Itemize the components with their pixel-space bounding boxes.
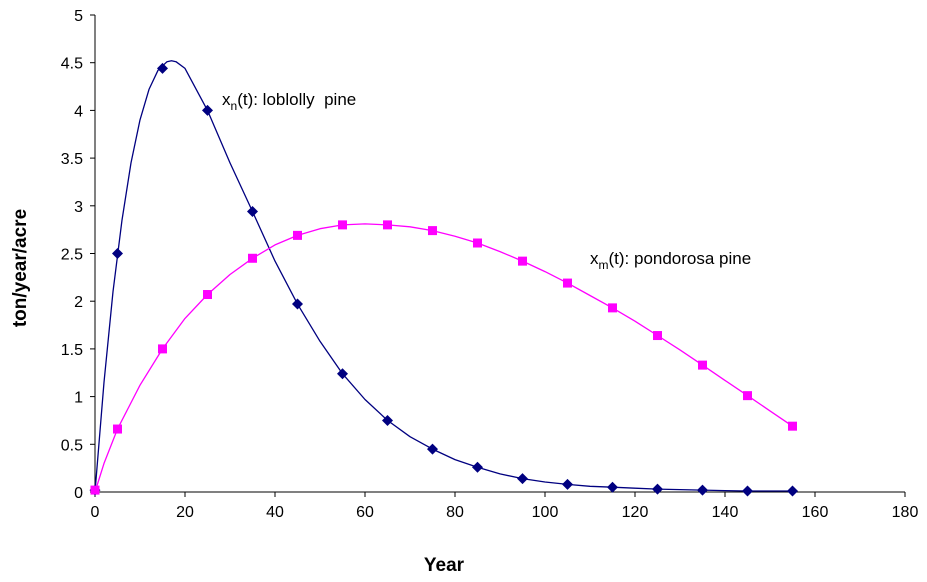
data-point [517,473,528,485]
x-axis-title: Year [424,555,465,576]
x-axis-ticks: 0 20 40 60 80 100 120 140 160 180 [91,492,919,521]
y-tick-label: 4.5 [61,56,83,73]
data-point [293,230,302,240]
x-tick-label: 120 [622,504,649,521]
x-tick-label: 180 [892,504,919,521]
data-point [743,391,752,401]
data-point [90,485,100,495]
data-point [383,220,392,230]
data-point [203,290,212,300]
y-tick-label: 0 [74,485,83,502]
y-tick-label: 5 [74,8,83,25]
x-tick-label: 140 [712,504,739,521]
series-line [94,60,794,493]
y-tick-label: 4 [74,103,83,120]
data-point [338,220,347,230]
y-tick-label: 0.5 [61,437,83,454]
data-point [742,485,753,497]
data-point [292,298,303,310]
data-point [607,481,618,493]
data-point [428,226,437,236]
series-pondorosa [90,220,797,495]
data-point [652,483,663,495]
data-point [787,485,798,497]
data-point [472,461,483,473]
x-tick-label: 80 [446,504,464,521]
x-tick-label: 60 [356,504,374,521]
data-point [247,206,258,218]
data-point [788,421,797,431]
pondorosa-annotation-sub: m [599,258,609,272]
y-tick-label: 2.5 [61,247,83,264]
y-tick-label: 3 [74,199,83,216]
data-point [698,360,707,370]
loblolly-annotation-main: x [222,90,231,109]
x-tick-label: 100 [532,504,559,521]
y-axis-ticks: 0 0.5 1 1.5 2 2.5 3 3.5 4 4.5 5 [61,8,95,502]
pondorosa-annotation: xm(t): pondorosa pine [590,249,751,272]
data-point [157,62,168,74]
data-point [202,104,213,116]
data-point [382,414,393,426]
data-point [473,238,482,248]
y-tick-label: 2 [74,294,83,311]
pondorosa-annotation-main: x [590,249,599,268]
data-point [563,278,572,288]
x-tick-label: 160 [802,504,829,521]
data-point [562,478,573,490]
data-point [158,344,167,354]
y-axis-title: ton/year/acre [10,209,31,327]
loblolly-annotation-rest: (t): loblolly pine [237,90,356,109]
data-point [518,256,527,266]
y-tick-label: 3.5 [61,151,83,168]
data-point [427,443,438,455]
series-loblolly [89,60,798,497]
data-point [697,484,708,496]
series-layer [89,60,798,497]
data-point [337,368,348,380]
loblolly-annotation: xn(t): loblolly pine [222,90,356,113]
data-point [653,331,662,341]
data-point [112,248,123,259]
data-point [608,303,617,313]
pondorosa-annotation-rest: (t): pondorosa pine [609,249,752,268]
y-tick-label: 1.5 [61,342,83,359]
x-tick-label: 20 [176,504,194,521]
data-point [113,424,122,434]
y-tick-label: 1 [74,390,83,407]
data-point [248,253,257,263]
loblolly-annotation-sub: n [231,99,238,113]
x-tick-label: 0 [91,504,100,521]
x-tick-label: 40 [266,504,284,521]
